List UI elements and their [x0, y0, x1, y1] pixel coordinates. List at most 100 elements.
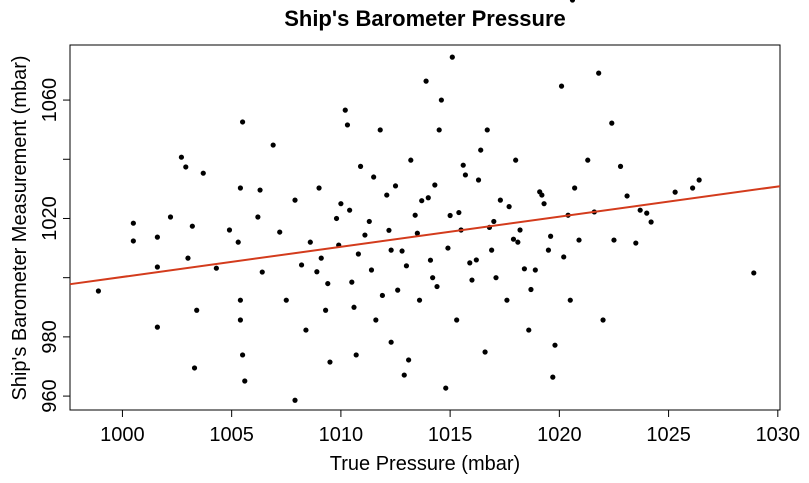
data-point: [167, 214, 174, 220]
data-point: [460, 162, 466, 168]
data-point: [561, 254, 567, 260]
data-point: [644, 210, 650, 216]
data-point: [237, 185, 243, 191]
data-point: [347, 207, 353, 213]
data-point: [475, 177, 482, 183]
data-point: [194, 307, 200, 313]
data-point: [325, 280, 331, 287]
data-point: [569, 0, 576, 3]
data-point: [515, 239, 521, 245]
data-point: [609, 120, 615, 126]
data-point: [384, 192, 390, 198]
data-point: [298, 262, 305, 268]
data-point: [637, 207, 643, 213]
fit-line: [69, 185, 781, 286]
data-point: [327, 359, 333, 365]
data-point: [314, 269, 320, 275]
data-point: [548, 233, 554, 239]
data-point: [624, 193, 630, 199]
data-point: [611, 237, 617, 243]
data-point: [130, 238, 136, 244]
data-point: [185, 255, 191, 261]
data-point: [443, 385, 449, 391]
data-point: [323, 307, 329, 313]
data-point: [567, 297, 573, 303]
data-point: [497, 197, 503, 203]
data-point: [430, 275, 436, 281]
data-point: [489, 247, 495, 253]
data-point: [401, 372, 407, 378]
data-point: [371, 174, 377, 180]
data-point: [351, 304, 357, 310]
data-point: [537, 189, 543, 195]
data-point: [377, 127, 383, 133]
data-point: [318, 255, 324, 261]
data-point: [449, 54, 455, 60]
x-tick-label: 1015: [428, 424, 473, 446]
x-tick-label: 1010: [319, 424, 364, 446]
x-tick-label: 1005: [209, 424, 254, 446]
data-point: [436, 127, 442, 133]
data-point: [270, 142, 276, 148]
data-point: [469, 277, 475, 283]
data-point: [283, 297, 289, 303]
data-point: [342, 107, 348, 113]
data-point: [585, 157, 591, 163]
data-point: [504, 297, 510, 303]
data-point: [672, 189, 678, 195]
data-point: [200, 170, 206, 176]
data-point: [388, 339, 394, 345]
data-point: [434, 283, 440, 290]
data-point: [493, 275, 499, 281]
data-point: [344, 122, 351, 128]
x-tick-label: 1030: [756, 424, 801, 446]
data-point: [528, 286, 534, 293]
data-point: [572, 185, 578, 191]
data-point: [406, 357, 412, 363]
data-point: [690, 185, 696, 191]
data-point: [154, 324, 160, 330]
data-point: [333, 215, 340, 222]
data-point: [416, 297, 423, 303]
data-point: [482, 349, 488, 355]
data-point: [357, 163, 364, 169]
data-point: [316, 185, 322, 191]
data-point: [353, 352, 359, 358]
x-tick-label: 1025: [646, 424, 691, 446]
x-tick-label: 1000: [100, 424, 145, 446]
data-point: [596, 70, 602, 76]
data-point: [438, 97, 444, 103]
data-point: [541, 201, 547, 207]
data-point: [600, 317, 606, 323]
data-point: [484, 127, 490, 133]
data-point: [292, 197, 298, 203]
data-point: [473, 257, 479, 263]
data-point: [392, 183, 399, 189]
data-point: [419, 198, 425, 204]
data-point: [545, 247, 552, 253]
data-point: [408, 157, 414, 163]
data-point: [506, 204, 512, 210]
data-point: [633, 240, 639, 246]
data-point: [242, 378, 248, 384]
y-tick-label: 1020: [39, 196, 61, 241]
data-point: [403, 263, 410, 269]
data-point: [307, 239, 313, 245]
data-point: [277, 229, 283, 235]
data-point: [255, 214, 261, 220]
data-point: [532, 267, 538, 273]
y-tick-label: 980: [39, 320, 61, 353]
data-point: [368, 267, 375, 273]
data-point: [379, 292, 385, 299]
data-point: [550, 374, 556, 380]
data-point: [183, 164, 189, 170]
data-point: [239, 352, 246, 358]
data-point: [648, 219, 654, 225]
data-point: [447, 212, 453, 219]
data-point: [388, 247, 394, 253]
data-point: [491, 218, 497, 225]
x-tick-label: 1020: [537, 424, 582, 446]
data-point: [456, 209, 462, 216]
